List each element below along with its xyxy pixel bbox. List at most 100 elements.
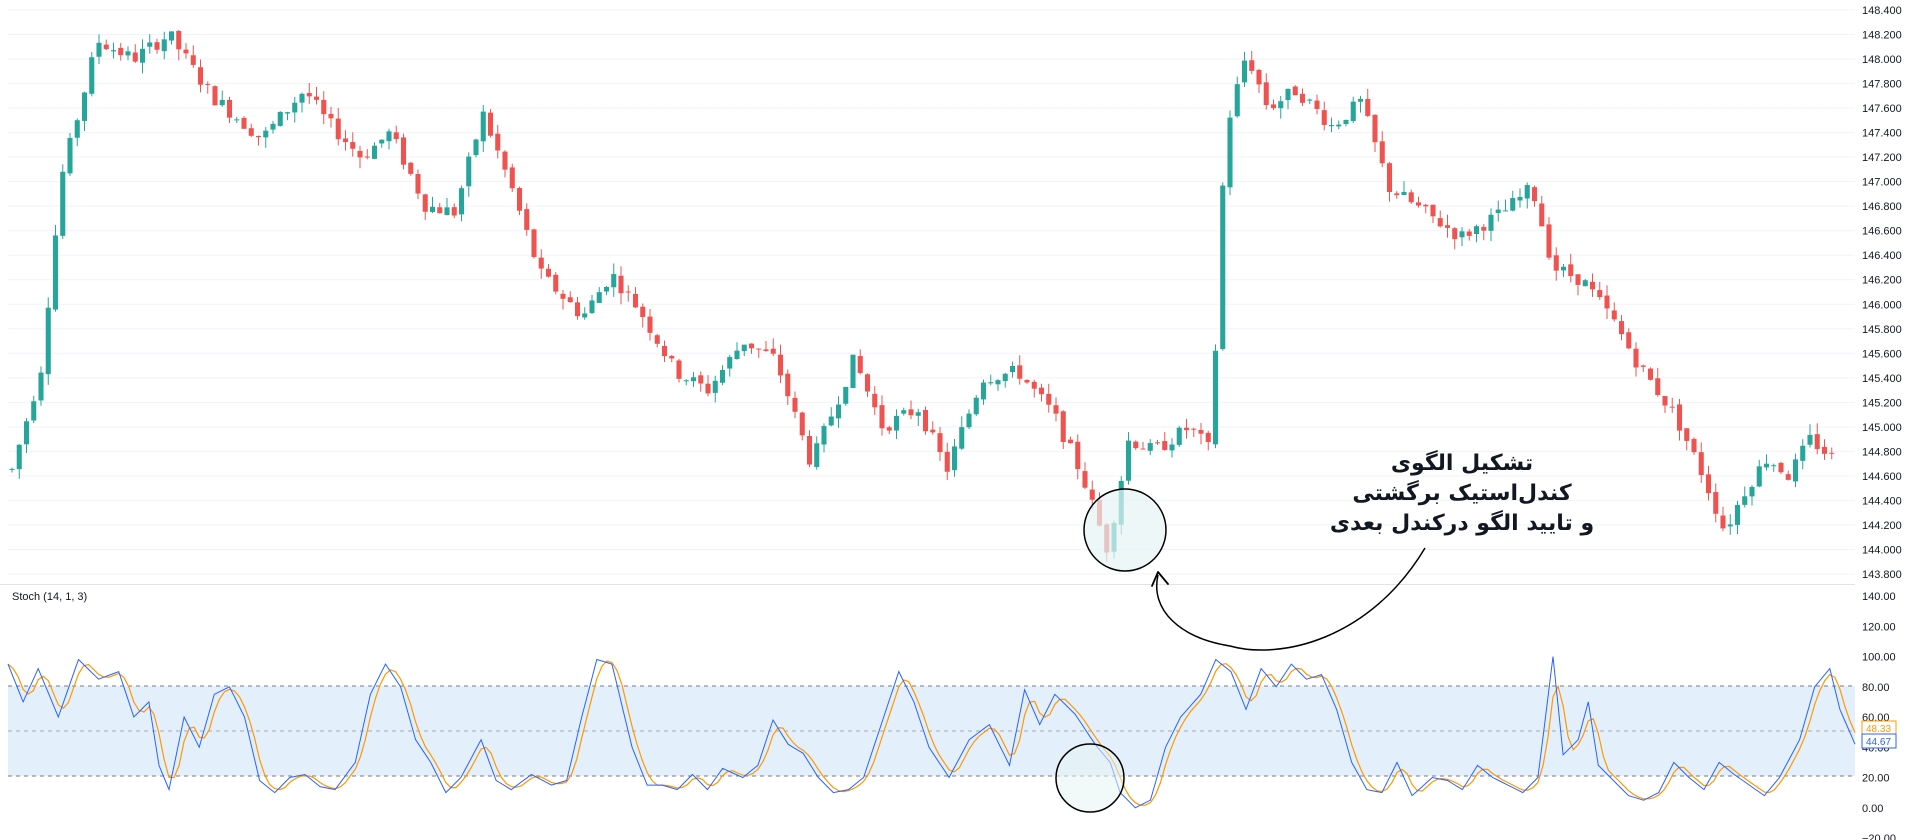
price-tick-label: 144.400 xyxy=(1862,495,1902,507)
candle-body xyxy=(1278,101,1284,109)
candle-body xyxy=(1198,430,1204,434)
candle-body xyxy=(893,415,900,431)
candle-body xyxy=(1401,191,1407,196)
candle-body xyxy=(1328,125,1335,127)
candle-body xyxy=(502,151,508,170)
candle-body xyxy=(1466,231,1472,236)
candle-body xyxy=(1307,99,1313,101)
candle-body xyxy=(1075,441,1081,470)
candle-body xyxy=(1162,441,1168,451)
candle-body xyxy=(603,286,610,292)
candle-body xyxy=(16,444,22,470)
candle-body xyxy=(821,426,827,445)
price-tick-label: 144.000 xyxy=(1862,544,1902,556)
candle-body xyxy=(1234,84,1240,117)
stoch-highlight-circle xyxy=(1055,743,1125,813)
candle-body xyxy=(408,162,414,174)
candle-body xyxy=(422,194,428,212)
candle-body xyxy=(255,135,262,138)
candle-body xyxy=(944,451,950,472)
stoch-d-value: 48.33 xyxy=(1866,724,1891,735)
candle-body xyxy=(1749,486,1755,497)
candle-body xyxy=(951,446,958,471)
candle-body xyxy=(835,404,842,419)
candle-body xyxy=(553,274,559,292)
candle-body xyxy=(618,275,624,294)
price-tick-label: 146.000 xyxy=(1862,299,1902,311)
stoch-tick-label: −20.00 xyxy=(1862,833,1896,840)
candle-body xyxy=(1423,204,1429,207)
price-tick-label: 144.600 xyxy=(1862,471,1902,483)
candle-body xyxy=(96,42,102,57)
candle-body xyxy=(777,354,784,376)
candle-body xyxy=(516,188,523,211)
candle-body xyxy=(1539,203,1545,227)
candle-body xyxy=(857,356,863,374)
candle-body xyxy=(1046,393,1052,405)
candle-body xyxy=(1546,224,1552,258)
candle-body xyxy=(357,150,363,158)
candle-body xyxy=(1176,427,1182,445)
candle-body xyxy=(995,380,1001,385)
price-tick-label: 146.600 xyxy=(1862,226,1902,238)
candle-body xyxy=(1263,82,1269,106)
candle-body xyxy=(321,99,327,115)
stoch-indicator-label[interactable]: Stoch (14, 1, 3) xyxy=(12,591,87,603)
candle-body xyxy=(806,435,813,465)
candle-body xyxy=(335,118,341,140)
candle-body xyxy=(118,47,124,56)
stoch-axis[interactable]: 140.00120.00100.0080.0060.0040.0020.000.… xyxy=(1862,591,1896,840)
candle-body xyxy=(1017,365,1023,379)
candle-body xyxy=(190,55,196,65)
candle-body xyxy=(980,382,987,400)
candle-body xyxy=(1212,350,1219,445)
stoch-k-line xyxy=(7,656,1856,809)
candle-body xyxy=(1792,459,1799,482)
candle-body xyxy=(988,382,994,384)
price-axis[interactable]: 148.400 148.200 148.000 147.800 147.600 147.4… xyxy=(1862,5,1902,581)
candle-body xyxy=(661,345,668,357)
candle-body xyxy=(1676,404,1683,431)
candle-body xyxy=(1314,100,1320,110)
price-tick-label: 145.400 xyxy=(1862,373,1902,385)
candle-body xyxy=(1299,93,1306,103)
candle-body xyxy=(814,443,820,467)
candle-body xyxy=(1241,60,1248,83)
candle-body xyxy=(1154,442,1161,444)
candle-body xyxy=(1343,119,1349,125)
candle-body xyxy=(248,128,254,136)
candle-body xyxy=(1618,321,1625,335)
candle-body xyxy=(937,433,943,453)
candle-body xyxy=(350,142,356,149)
candle-body xyxy=(1763,463,1770,468)
stoch-d-line xyxy=(7,660,1856,806)
candle-body xyxy=(234,119,240,121)
price-pane[interactable] xyxy=(8,9,1855,575)
candle-body xyxy=(560,293,566,299)
candle-body xyxy=(647,316,653,333)
candle-body xyxy=(1807,434,1813,445)
candle-body xyxy=(1684,428,1690,441)
candle-body xyxy=(313,96,320,100)
candle-body xyxy=(74,120,80,138)
candle-body xyxy=(1191,428,1197,430)
candle-body xyxy=(125,51,131,56)
candle-body xyxy=(727,357,733,369)
candle-body xyxy=(1372,114,1378,143)
stochastic-pane[interactable]: Stoch (14, 1, 3) xyxy=(7,591,1856,813)
candle-body xyxy=(197,67,204,85)
candle-body xyxy=(1611,310,1617,320)
candle-body xyxy=(219,99,225,106)
candle-body xyxy=(966,413,972,428)
candle-body xyxy=(1531,187,1538,202)
price-tick-label: 144.200 xyxy=(1862,520,1902,532)
candle-body xyxy=(429,206,436,212)
candle-body xyxy=(1227,117,1233,188)
candle-body xyxy=(89,57,95,94)
candle-body xyxy=(139,48,146,63)
candle-body xyxy=(1568,264,1574,276)
candle-body xyxy=(1430,204,1436,217)
candle-body xyxy=(1488,214,1494,231)
candle-body xyxy=(1626,332,1632,349)
candle-body xyxy=(1125,440,1132,481)
